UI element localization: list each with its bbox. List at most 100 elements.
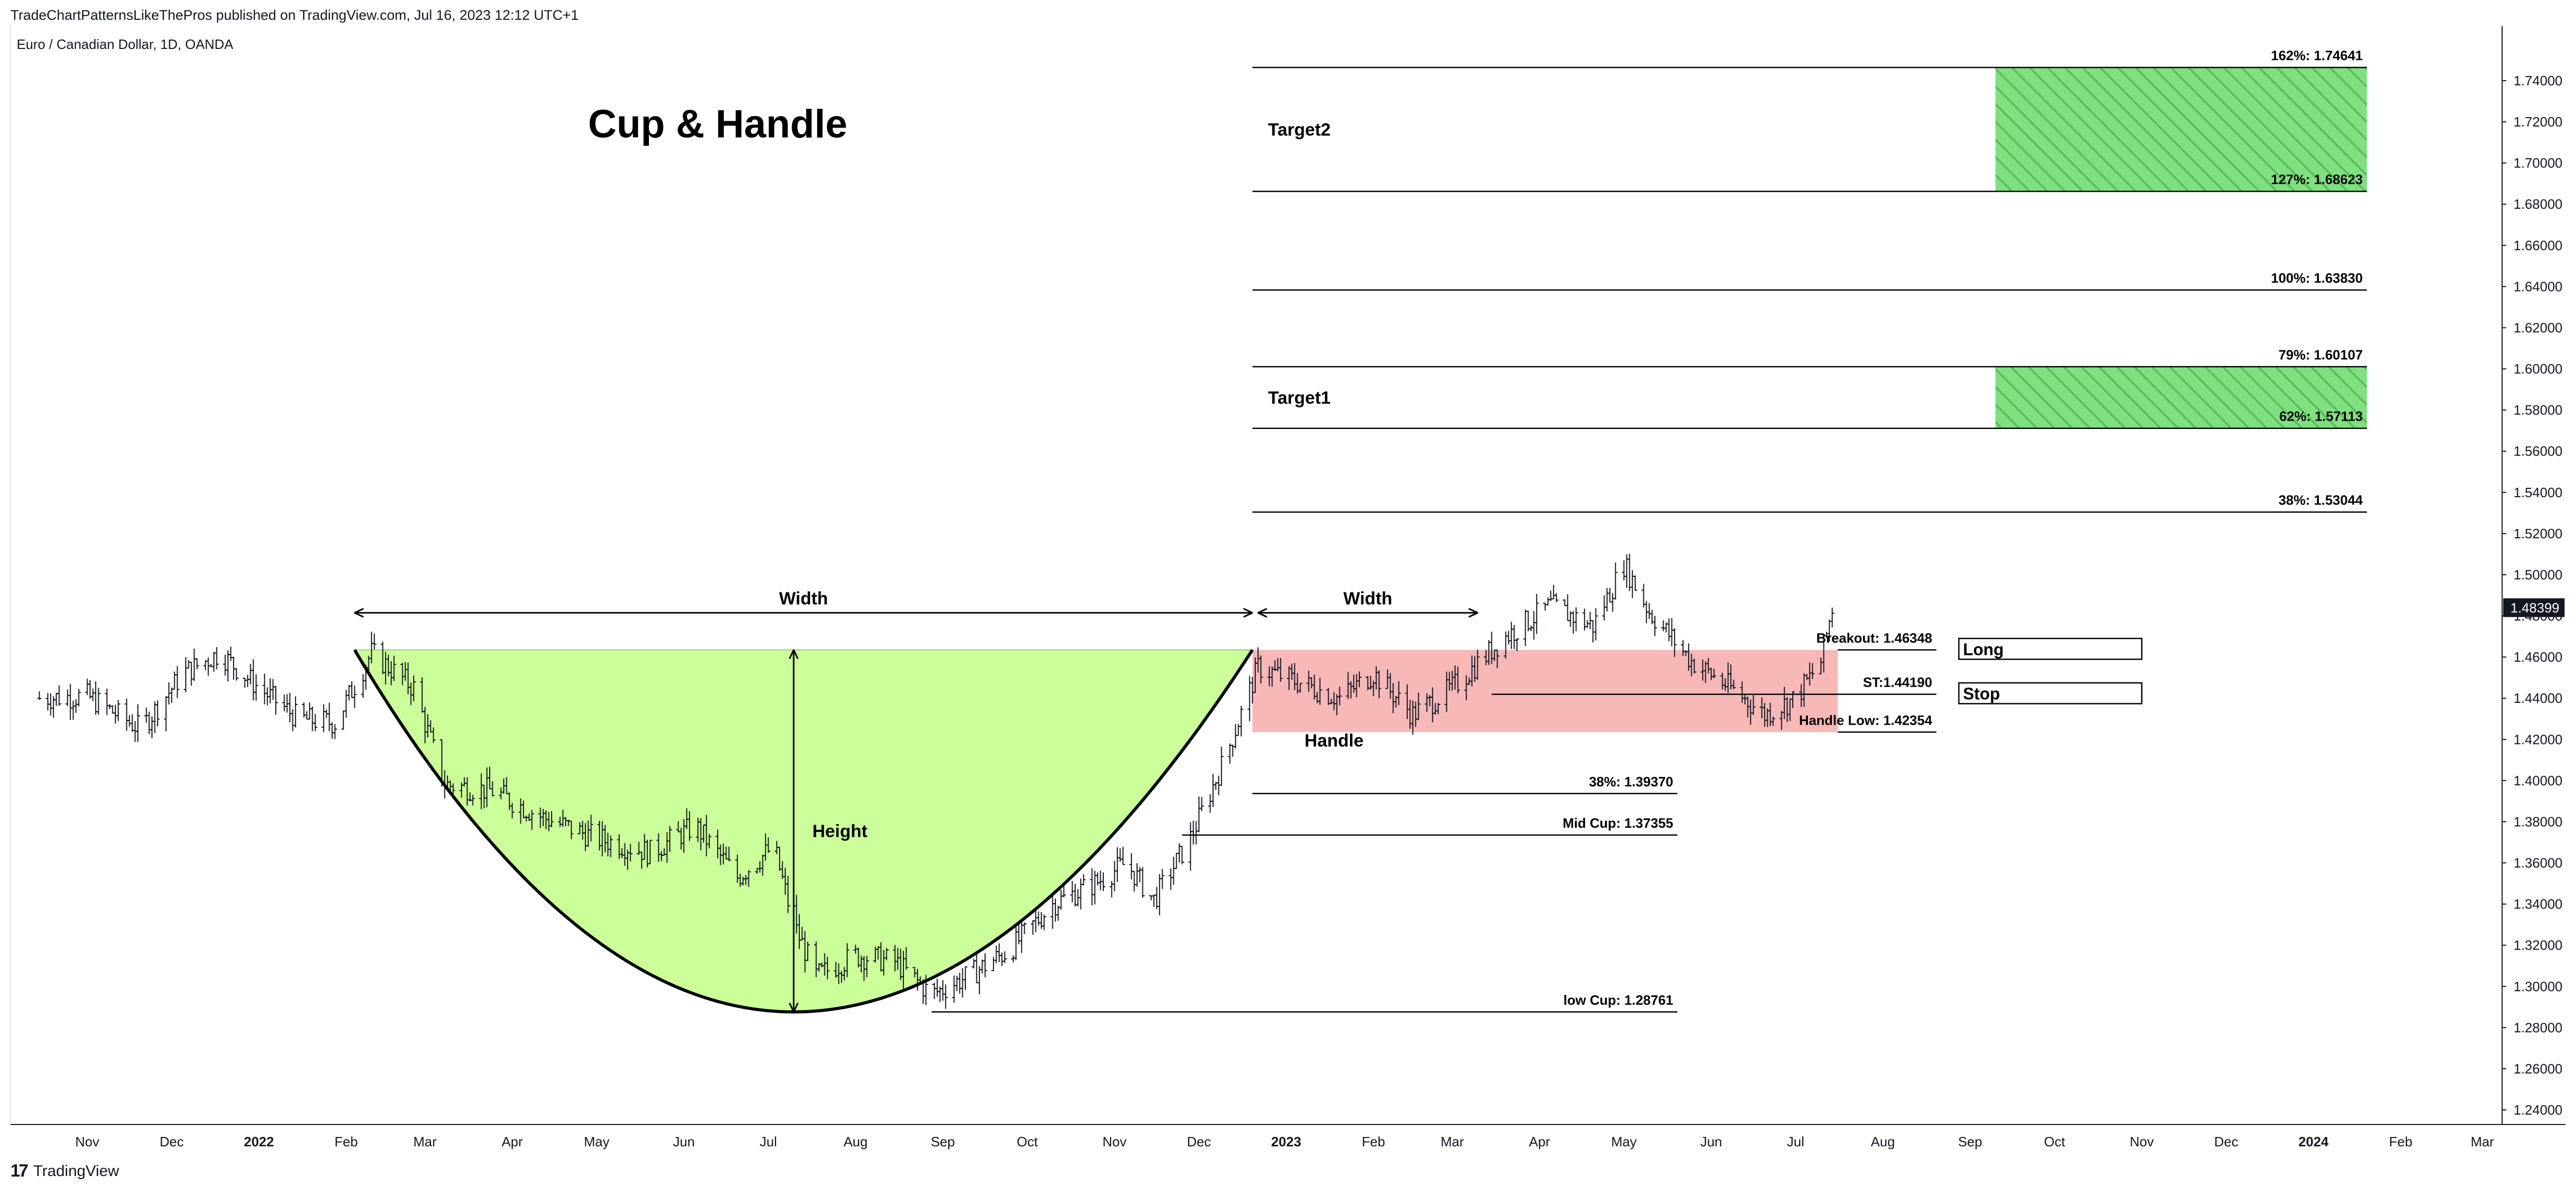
price-bar [1416, 692, 1421, 721]
price-bar [569, 820, 573, 840]
price-bar [1140, 867, 1145, 898]
y-tick-label: 1.50000 [2514, 567, 2562, 583]
price-bar [91, 688, 95, 701]
x-tick-label: May [584, 1134, 609, 1149]
price-bar [707, 833, 711, 849]
price-bar [1219, 747, 1224, 786]
price-bar [1751, 694, 1756, 715]
y-tick-label: 1.52000 [2514, 526, 2562, 541]
price-bar [1168, 868, 1173, 890]
price-bar [88, 680, 93, 699]
price-bar [1210, 774, 1215, 807]
price-bar [1236, 724, 1241, 736]
target-label: Target2 [1268, 120, 1331, 140]
price-bar [1115, 847, 1120, 882]
level-label: 127%: 1.68623 [2271, 172, 2363, 187]
price-bar [1509, 622, 1514, 649]
tradingview-logo[interactable]: 17 TradingView [10, 1161, 119, 1181]
price-bar [1712, 668, 1716, 678]
price-bar [994, 945, 999, 964]
price-bar [1053, 899, 1058, 922]
price-bar [1548, 590, 1553, 601]
height-label: Height [812, 822, 868, 841]
x-tick-label: Oct [2044, 1134, 2065, 1149]
y-tick-label: 1.26000 [2514, 1061, 2562, 1077]
price-bar [958, 972, 962, 994]
price-bar [243, 677, 247, 688]
price-bar [1171, 856, 1176, 885]
price-bar [1543, 602, 1548, 611]
price-bar [1191, 820, 1196, 845]
level-label: low Cup: 1.28761 [1563, 992, 1673, 1008]
x-tick-label: Jul [1787, 1134, 1804, 1149]
price-bar [1208, 794, 1213, 813]
price-bar [183, 657, 188, 692]
price-bar [1830, 608, 1834, 628]
chart-title: Cup & Handle [588, 102, 848, 146]
price-bar [352, 685, 357, 708]
price-bar [884, 947, 889, 960]
price-bar [1608, 588, 1612, 603]
price-bar [1475, 649, 1480, 680]
price-bar [1357, 671, 1362, 688]
x-tick-label: Sep [931, 1134, 955, 1149]
price-bar [1036, 911, 1041, 926]
x-tick-label: Jun [1700, 1134, 1722, 1149]
price-bar [321, 704, 326, 732]
price-bar [313, 714, 317, 731]
tradingview-logo-text: TradingView [33, 1162, 119, 1180]
price-bar [1512, 625, 1516, 649]
width-label: Width [1343, 589, 1392, 609]
price-bar [307, 702, 312, 720]
cup-fill [354, 650, 1253, 1012]
y-tick-label: 1.66000 [2514, 237, 2562, 253]
price-bar [628, 843, 633, 862]
price-bar [1042, 914, 1047, 930]
x-tick-label: Oct [1017, 1134, 1038, 1149]
price-bar [1050, 892, 1055, 929]
level-label: Handle Low: 1.42354 [1799, 712, 1932, 728]
price-bar [85, 678, 90, 696]
price-bar [1110, 881, 1114, 898]
price-bar [1731, 679, 1736, 689]
price-bar [806, 941, 810, 962]
order-box [1958, 682, 2143, 704]
price-bar [1034, 908, 1038, 932]
price-bar [1154, 887, 1159, 909]
price-bar [1605, 588, 1610, 612]
x-tick-label: Feb [2389, 1134, 2413, 1149]
y-tick-label: 1.36000 [2514, 855, 2562, 871]
price-bar [203, 660, 208, 671]
price-bar [192, 648, 197, 681]
price-bar [330, 722, 335, 739]
y-tick-label: 1.58000 [2514, 402, 2562, 418]
symbol-legend[interactable]: Euro / Canadian Dollar, 1D, OANDA [17, 36, 234, 52]
x-tick-label: May [1611, 1134, 1637, 1149]
price-bar [45, 693, 50, 711]
price-bar [1523, 609, 1528, 647]
price-bar [327, 702, 331, 731]
price-bar [175, 666, 180, 698]
price-bar [274, 686, 278, 715]
level-label: 162%: 1.74641 [2271, 48, 2363, 64]
price-bar [1602, 595, 1606, 621]
price-bar [935, 978, 939, 997]
price-bar [93, 681, 98, 715]
price-bar [1278, 658, 1283, 682]
price-bar [1593, 608, 1598, 641]
x-tick-label: Dec [160, 1134, 184, 1149]
price-bar [344, 689, 349, 718]
price-bar [1157, 874, 1162, 916]
target-zone-2 [1995, 366, 2367, 428]
price-bar [470, 794, 475, 806]
y-tick-label: 1.44000 [2514, 690, 2562, 706]
price-bar [943, 984, 948, 1009]
price-bar [1396, 681, 1401, 705]
price-bar [1095, 873, 1100, 886]
price-bar [392, 655, 397, 681]
price-bar [1258, 655, 1263, 684]
level-label: Mid Cup: 1.37355 [1563, 815, 1673, 831]
x-tick-label: Mar [2471, 1134, 2494, 1149]
price-bar [960, 968, 965, 998]
